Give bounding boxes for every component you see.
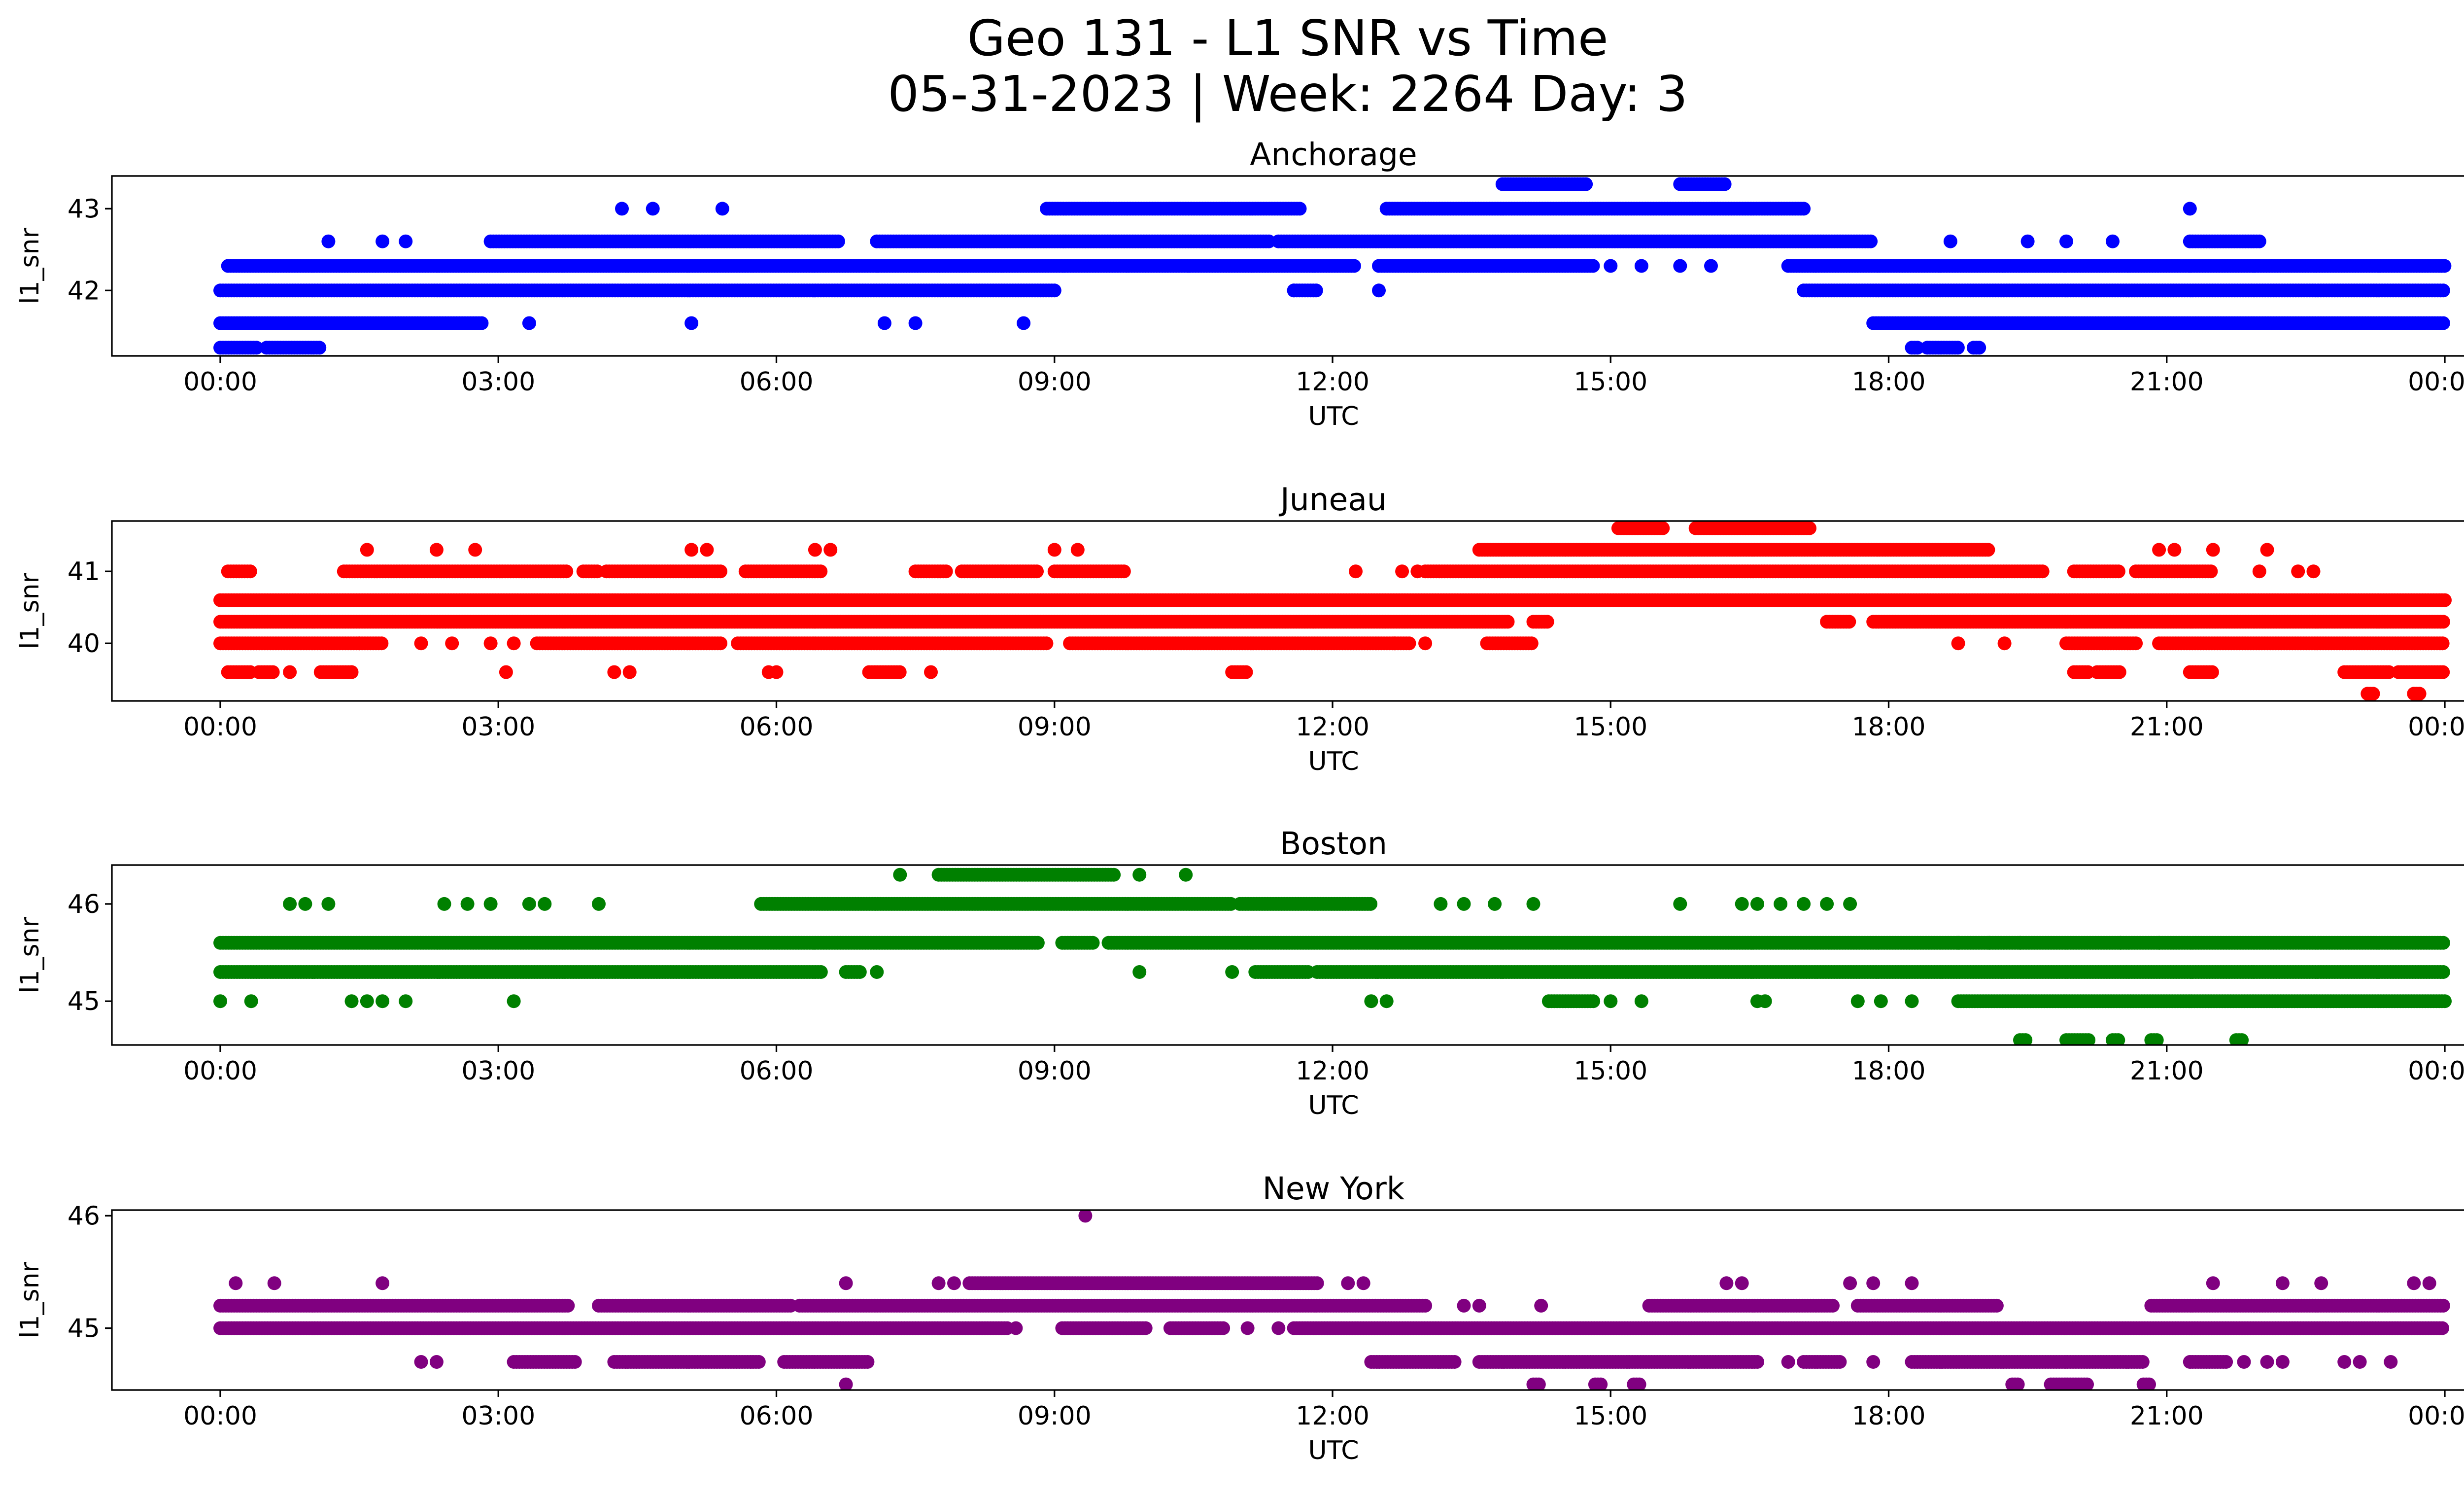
- data-point: [1910, 341, 1924, 355]
- y-tick-label: 43: [68, 194, 100, 224]
- figure-title-line2: 05-31-2023 | Week: 2264 Day: 3: [888, 65, 1687, 123]
- data-point: [714, 564, 727, 579]
- data-point: [399, 234, 413, 248]
- data-point: [1586, 259, 1600, 273]
- data-point: [1604, 259, 1618, 273]
- data-point: [1347, 259, 1361, 273]
- data-point: [1717, 177, 1732, 191]
- data-point: [2436, 615, 2450, 629]
- scatter-points: [213, 177, 2452, 355]
- y-tick-label: 42: [68, 276, 100, 306]
- data-point: [1047, 283, 1061, 298]
- data-point: [1030, 564, 1044, 579]
- data-point: [266, 665, 280, 679]
- data-point: [1017, 316, 1031, 330]
- data-point: [2436, 283, 2450, 298]
- x-tick-label: 18:00: [1852, 367, 1926, 397]
- data-point: [1262, 234, 1276, 248]
- y-axis-label: l1_snr: [15, 227, 45, 304]
- data-point: [1501, 615, 1515, 629]
- axes-frame: [111, 175, 2464, 357]
- data-point: [2435, 636, 2450, 651]
- data-point: [1540, 615, 1554, 629]
- data-point: [1039, 636, 1054, 651]
- data-point: [1943, 234, 1957, 248]
- data-point: [1402, 636, 1416, 651]
- data-point: [2059, 234, 2073, 248]
- subplot-panels: Anchorage 00:00 03:00 06:00 09:00 12:00 15:00 1…: [15, 137, 2464, 1465]
- data-point: [1864, 234, 1878, 248]
- data-point: [939, 564, 953, 579]
- data-point: [714, 636, 727, 651]
- data-point: [877, 316, 891, 330]
- data-point: [312, 341, 327, 355]
- x-tick-label: 09:00: [1018, 367, 1092, 397]
- data-point: [475, 316, 489, 330]
- data-point: [831, 234, 845, 248]
- data-point: [715, 202, 729, 216]
- data-point: [1293, 202, 1307, 216]
- data-point: [2366, 687, 2380, 701]
- data-point: [1524, 636, 1539, 651]
- data-point: [684, 316, 699, 330]
- data-point: [376, 234, 390, 248]
- data-point: [615, 202, 629, 216]
- subplot-title: Anchorage: [1250, 137, 1417, 173]
- data-point: [2436, 665, 2450, 679]
- data-point: [1372, 283, 1386, 298]
- figure-title-line1: Geo 131 - L1 SNR vs Time: [967, 9, 1608, 67]
- data-point: [892, 665, 907, 679]
- data-point: [1309, 283, 1323, 298]
- x-tick-label: 03:00: [461, 367, 535, 397]
- subplot-anchorage: Anchorage 00:00 03:00 06:00 09:00 12:00 15:00 1…: [15, 137, 2464, 431]
- data-point: [243, 564, 257, 579]
- data-point: [2106, 234, 2120, 248]
- data-point: [646, 202, 660, 216]
- x-tick-label: 21:00: [2130, 367, 2204, 397]
- data-point: [559, 564, 574, 579]
- data-point: [522, 316, 536, 330]
- data-point: [2382, 665, 2396, 679]
- data-point: [814, 564, 828, 579]
- data-point: [1579, 177, 1593, 191]
- data-point: [2183, 202, 2197, 216]
- x-tick-label: 15:00: [1574, 367, 1647, 397]
- data-point: [908, 316, 923, 330]
- data-point: [1704, 259, 1718, 273]
- x-axis-label: UTC: [1308, 402, 1359, 431]
- data-point: [1673, 259, 1687, 273]
- data-point: [2438, 593, 2452, 607]
- data-point: [1287, 283, 1301, 298]
- data-point: [2129, 636, 2143, 651]
- data-point: [2112, 665, 2126, 679]
- x-tick-label: 12:00: [1296, 367, 1369, 397]
- data-point: [2437, 259, 2452, 273]
- data-point: [1239, 665, 1253, 679]
- data-point: [249, 341, 264, 355]
- data-point: [1972, 341, 1986, 355]
- data-point: [1842, 615, 1856, 629]
- data-point: [2412, 687, 2427, 701]
- x-tick-label: 00:00: [183, 367, 257, 397]
- subplot-title: Juneau: [1278, 482, 1387, 518]
- data-point: [1117, 564, 1131, 579]
- scatter-points: [213, 521, 2452, 701]
- data-point: [2205, 665, 2219, 679]
- x-tick-label: 00:00: [2408, 367, 2464, 397]
- data-point: [2020, 234, 2035, 248]
- data-point: [2436, 316, 2450, 330]
- data-point: [321, 234, 336, 248]
- x-tick-label: 06:00: [740, 367, 814, 397]
- data-point: [1634, 259, 1648, 273]
- data-point: [375, 636, 389, 651]
- data-point: [1951, 341, 1965, 355]
- data-point: [2252, 234, 2266, 248]
- data-point: [1797, 202, 1811, 216]
